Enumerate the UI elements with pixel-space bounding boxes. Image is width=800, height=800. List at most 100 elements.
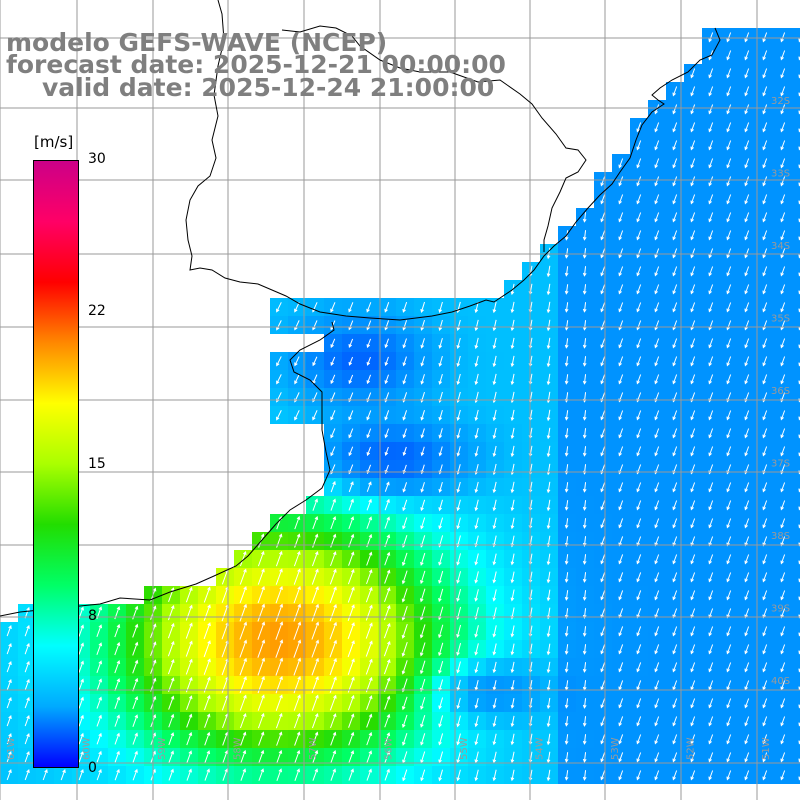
- wind-vector-arrow: [456, 337, 461, 350]
- wind-vector-arrow: [600, 518, 606, 529]
- wind-vector-arrow: [347, 658, 355, 675]
- wind-vector-arrow: [456, 446, 461, 457]
- wind-vector-arrow: [383, 622, 391, 639]
- wind-vector-arrow: [365, 604, 373, 621]
- wind-vector-arrow: [726, 428, 732, 439]
- wind-vector-arrow: [294, 410, 300, 421]
- wind-speed-cell: [792, 478, 800, 496]
- wind-vector-arrow: [402, 517, 408, 530]
- wind-vector-arrow: [672, 320, 678, 331]
- wind-vector-arrow: [564, 608, 569, 619]
- wind-vector-arrow: [564, 770, 569, 781]
- wind-vector-arrow: [492, 625, 497, 638]
- wind-vector-arrow: [726, 176, 732, 187]
- wind-vector-arrow: [492, 409, 497, 422]
- wind-vector-arrow: [276, 749, 283, 764]
- wind-vector-arrow: [456, 428, 461, 439]
- wind-vector-arrow: [276, 410, 282, 421]
- wind-vector-arrow: [24, 732, 30, 745]
- wind-vector-arrow: [636, 446, 642, 457]
- wind-vector-arrow: [618, 572, 624, 583]
- wind-vector-arrow: [546, 481, 551, 494]
- wind-vector-arrow: [636, 266, 642, 277]
- wind-vector-arrow: [312, 515, 319, 530]
- wind-vector-arrow: [60, 768, 66, 781]
- wind-vector-arrow: [582, 590, 587, 601]
- wind-vector-arrow: [347, 622, 355, 640]
- wind-speed-cell: [792, 298, 800, 316]
- wind-vector-arrow: [456, 751, 461, 764]
- wind-vector-arrow: [348, 356, 354, 366]
- wind-vector-arrow: [546, 553, 551, 566]
- wind-vector-arrow: [618, 320, 624, 331]
- wind-vector-arrow: [780, 698, 786, 709]
- wind-vector-arrow: [780, 194, 786, 205]
- wind-vector-arrow: [744, 194, 750, 205]
- wind-vector-arrow: [257, 621, 266, 640]
- wind-vector-arrow: [204, 750, 211, 764]
- wind-vector-arrow: [366, 302, 372, 313]
- wind-vector-arrow: [330, 713, 337, 729]
- wind-vector-arrow: [456, 409, 461, 422]
- wind-vector-arrow: [636, 194, 642, 205]
- wind-vector-arrow: [726, 536, 732, 547]
- wind-vector-arrow: [402, 499, 408, 512]
- wind-vector-arrow: [546, 589, 551, 602]
- latitude-label: 34S: [771, 241, 790, 252]
- wind-vector-arrow: [311, 712, 319, 729]
- wind-vector-arrow: [564, 716, 569, 727]
- wind-vector-arrow: [384, 320, 390, 331]
- longitude-label: 56W: [384, 737, 395, 760]
- wind-vector-arrow: [438, 499, 443, 512]
- wind-vector-arrow: [114, 696, 121, 709]
- wind-vector-arrow: [672, 302, 678, 313]
- wind-vector-arrow: [618, 194, 624, 205]
- wind-vector-arrow: [726, 482, 732, 493]
- wind-vector-arrow: [726, 284, 732, 295]
- wind-vector-arrow: [726, 140, 732, 151]
- wind-speed-cell: [792, 424, 800, 442]
- wind-vector-arrow: [762, 536, 768, 547]
- wind-vector-arrow: [744, 500, 750, 511]
- wind-vector-arrow: [492, 319, 497, 332]
- wind-vector-arrow: [618, 536, 624, 547]
- wind-vector-arrow: [384, 516, 390, 529]
- wind-vector-arrow: [6, 678, 12, 691]
- wind-vector-arrow: [401, 552, 408, 567]
- wind-vector-arrow: [780, 608, 786, 619]
- wind-vector-arrow: [474, 481, 479, 494]
- wind-vector-arrow: [636, 626, 642, 637]
- wind-vector-arrow: [744, 770, 750, 781]
- wind-vector-arrow: [780, 230, 786, 241]
- wind-vector-arrow: [96, 714, 102, 727]
- wind-vector-arrow: [347, 640, 355, 658]
- wind-speed-cell: [792, 280, 800, 298]
- wind-vector-arrow: [582, 284, 587, 295]
- wind-vector-arrow: [582, 212, 587, 223]
- wind-vector-arrow: [654, 284, 660, 295]
- latitude-label: 35S: [771, 314, 790, 325]
- wind-vector-arrow: [780, 68, 786, 79]
- wind-vector-arrow: [240, 731, 247, 746]
- wind-speed-cell: [792, 226, 800, 244]
- wind-vector-arrow: [222, 768, 229, 781]
- wind-vector-arrow: [690, 500, 696, 511]
- wind-vector-arrow: [744, 104, 750, 115]
- wind-vector-arrow: [492, 769, 497, 782]
- wind-vector-arrow: [654, 194, 660, 205]
- wind-vector-arrow: [546, 355, 551, 368]
- wind-vector-arrow: [780, 104, 786, 115]
- wind-vector-arrow: [600, 626, 606, 637]
- wind-vector-arrow: [636, 176, 642, 187]
- wind-vector-arrow: [294, 320, 300, 331]
- wind-vector-arrow: [618, 770, 624, 781]
- wind-vector-arrow: [6, 751, 12, 763]
- wind-vector-arrow: [780, 716, 786, 727]
- wind-vector-arrow: [708, 716, 714, 727]
- wind-vector-arrow: [438, 428, 443, 439]
- wind-vector-arrow: [690, 518, 696, 529]
- wind-vector-arrow: [293, 712, 301, 729]
- wind-vector-arrow: [780, 644, 786, 655]
- wind-vector-arrow: [600, 500, 606, 511]
